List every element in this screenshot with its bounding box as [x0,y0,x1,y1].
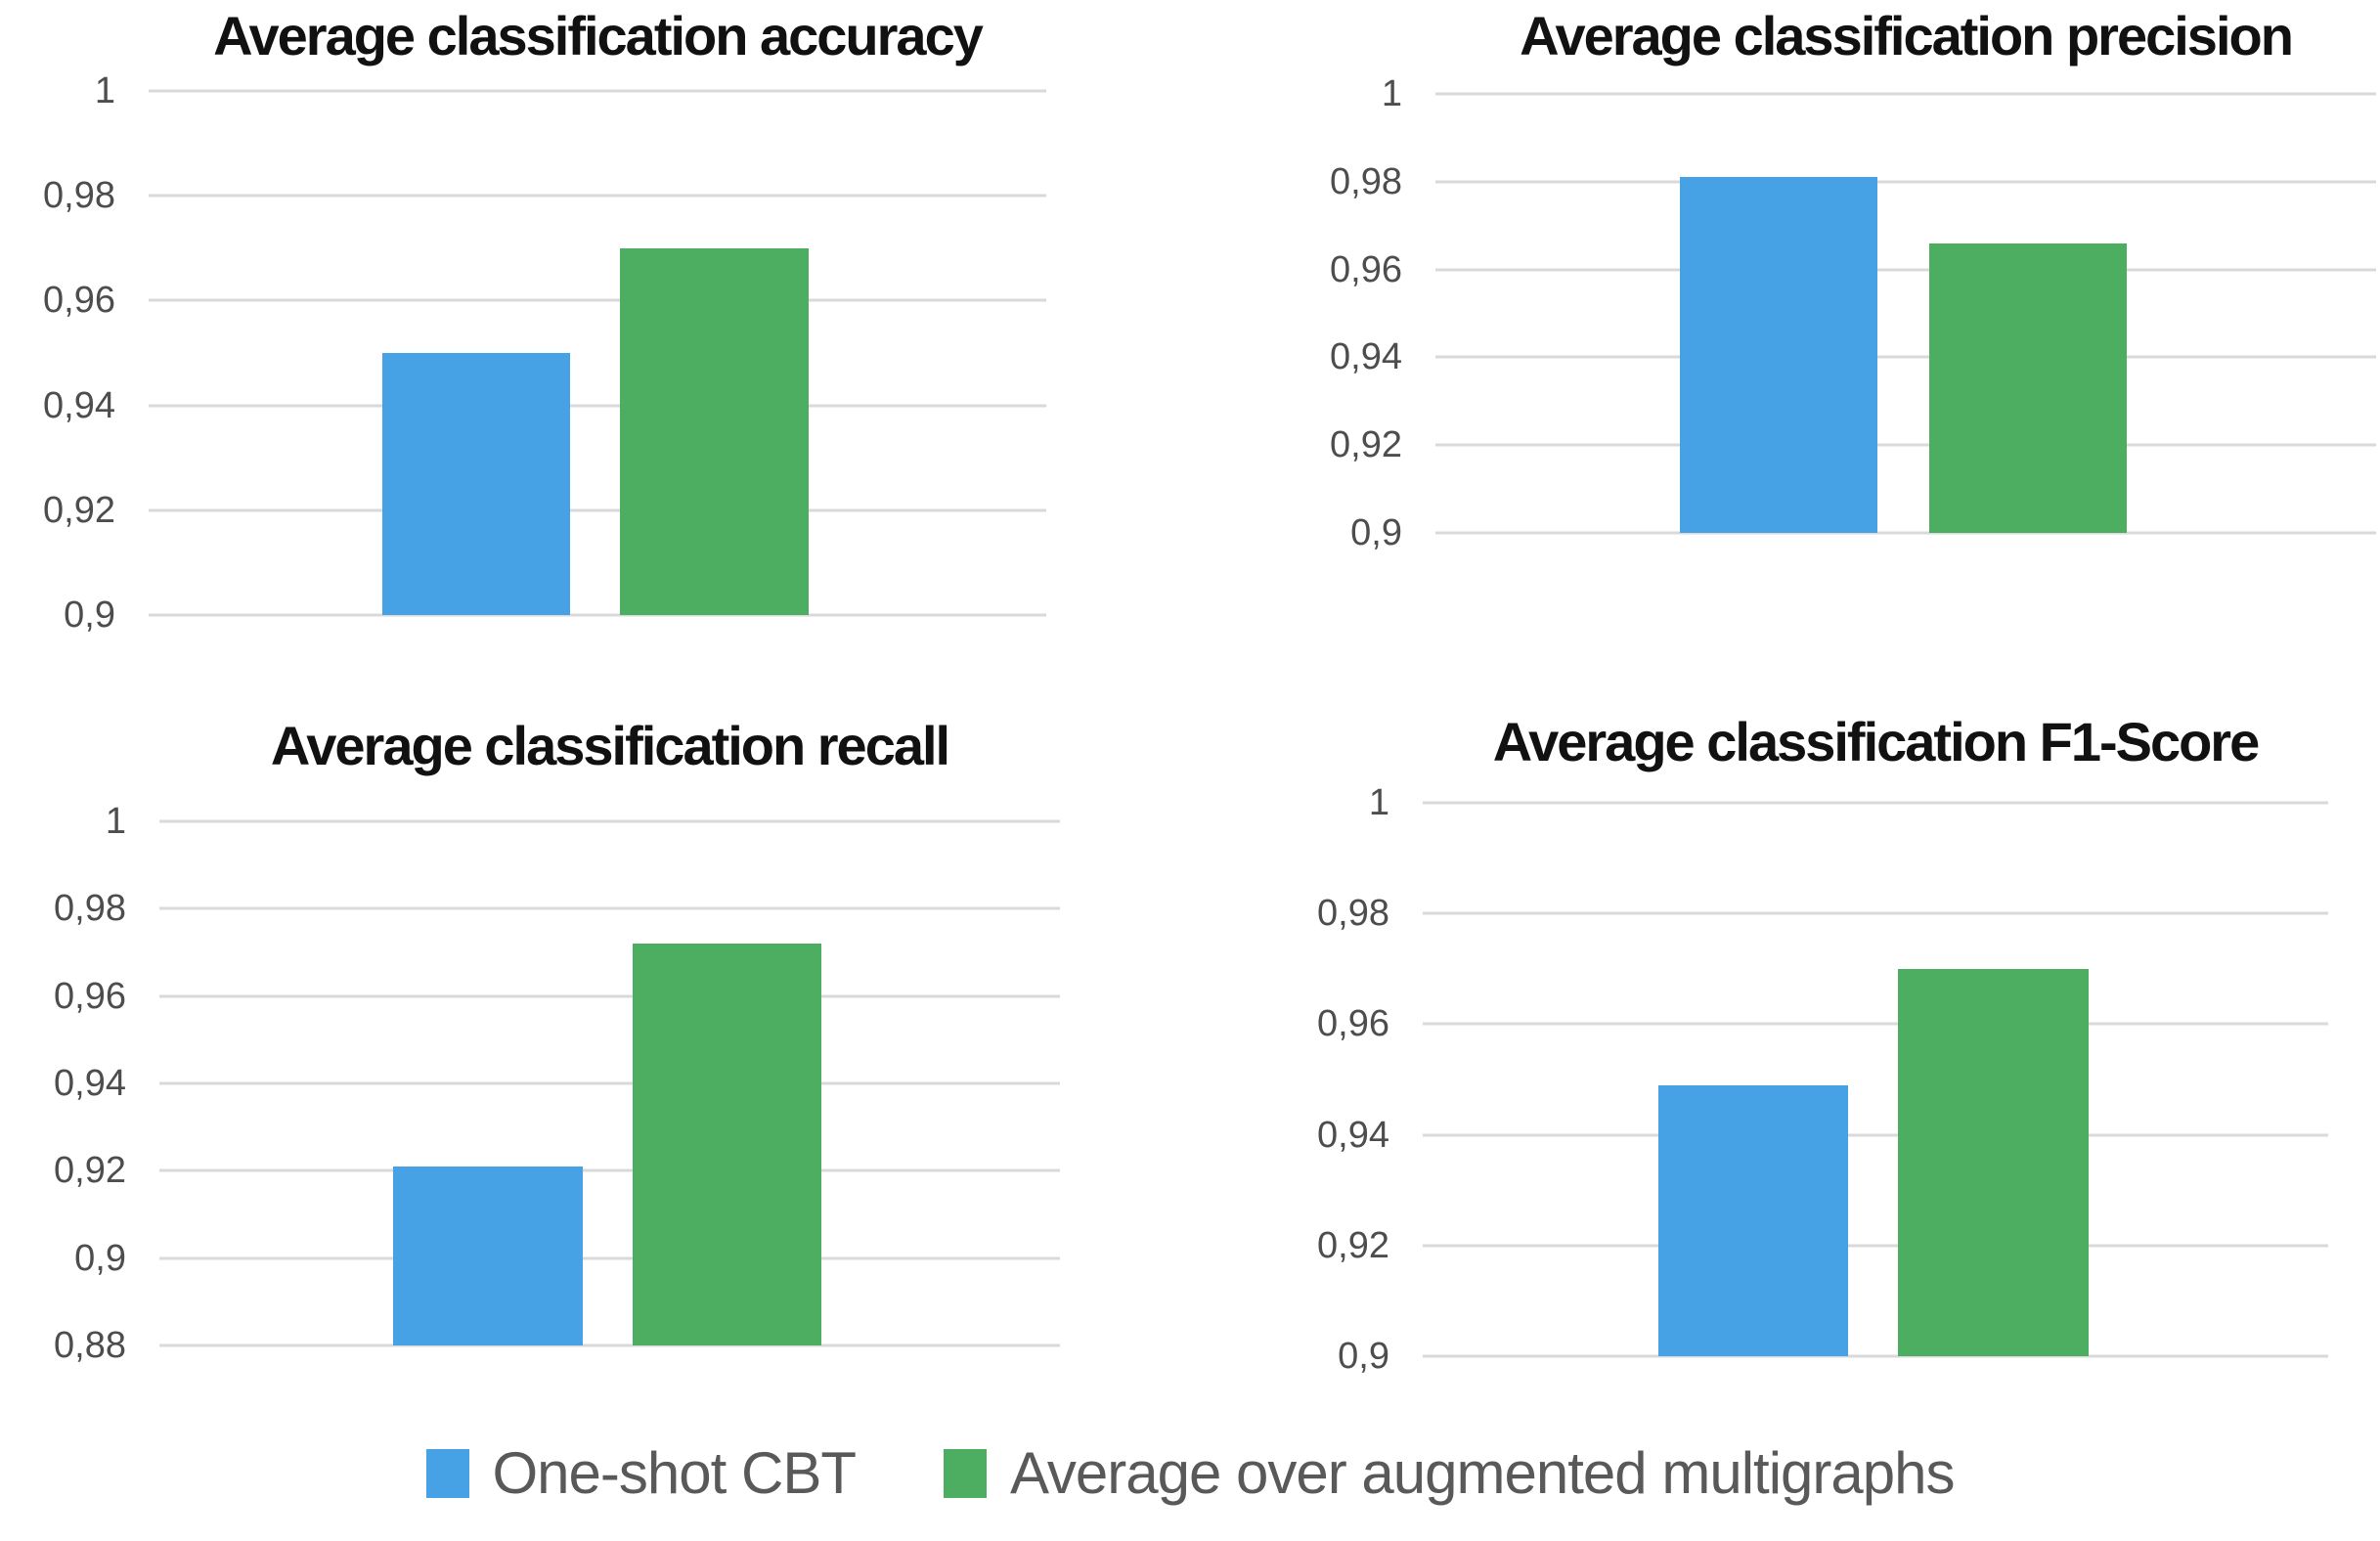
chart-average-classification-precision: Average classification precision 1 0,98 0,… [1190,0,2380,684]
y-axis-tick-label: 1 [94,70,115,111]
chart-average-classification-recall: Average classification recall 1 0,98 0,96 0… [0,684,1190,1541]
y-axis-tick-label: 0,98 [1317,893,1389,935]
y-axis-tick-label: 0,92 [1330,424,1402,466]
y-axis-tick-label: 0,96 [1317,1003,1389,1045]
gridline [1423,801,2328,805]
gridline [159,906,1060,910]
gridline [159,994,1060,998]
gridline [1435,443,2376,447]
y-axis-tick-label: 0,94 [54,1063,126,1104]
gridline [1435,531,2376,535]
bar-one-shot-cbt [381,353,571,615]
gridline [159,1168,1060,1172]
plot-area: 1 0,98 0,96 0,94 0,92 0,9 0,88 [54,803,1060,1364]
plot-area: 1 0,98 0,96 0,94 0,92 0,9 [43,72,1046,634]
bar-one-shot-cbt [1680,177,1878,533]
y-axis-tick-label: 0,92 [1317,1224,1389,1266]
y-axis-tick-label: 0,9 [1350,512,1402,553]
blue-square-swatch-icon [425,1449,469,1498]
bar-one-shot-cbt [393,1166,583,1345]
chart-title: Average classification precision [1520,5,2294,66]
bar-average-over-augmented-multigraphs [1898,968,2089,1356]
y-axis-tick-label: 0,98 [43,175,115,217]
y-axis-tick-label: 1 [105,801,126,842]
gridline [159,1256,1060,1260]
gridline [1423,1022,2328,1026]
plot-area: 1 0,98 0,96 0,94 0,92 0,9 [1317,784,2328,1375]
y-axis-tick-label: 0,96 [1330,248,1402,290]
legend-label: Average over augmented multigraphs [1009,1440,1955,1506]
legend-item: Average over augmented multigraphs [943,1440,1955,1506]
chart-average-classification-accuracy: Average classification accuracy 1 0,98 0,9… [0,0,1190,684]
legend-item: One-shot CBT [425,1440,857,1506]
y-axis-tick-label: 1 [1368,782,1389,823]
y-axis-tick-label: 0,94 [43,384,115,426]
gridline [149,194,1046,198]
y-axis-tick-label: 0,9 [74,1237,126,1279]
gridline [149,404,1046,408]
gridline [149,298,1046,302]
y-axis-tick-label: 0,9 [1338,1336,1389,1377]
gridline [1423,1133,2328,1137]
y-axis-tick-label: 0,98 [54,888,126,930]
y-axis-tick-label: 1 [1381,73,1402,114]
green-square-swatch-icon [943,1449,987,1498]
gridline [1435,268,2376,272]
gridline [1435,355,2376,359]
gridline [1423,1244,2328,1248]
legend: One-shot CBT Average over augmented mult… [0,1430,2380,1518]
gridline [1423,1354,2328,1358]
bar-average-over-augmented-multigraphs [619,247,809,615]
y-axis-tick-label: 0,88 [54,1325,126,1366]
gridline [149,508,1046,512]
gridline [159,1343,1060,1347]
gridline [149,613,1046,617]
gridline [1435,92,2376,96]
bar-average-over-augmented-multigraphs [632,944,821,1345]
y-axis-tick-label: 0,94 [1330,336,1402,378]
plot-area: 1 0,98 0,96 0,94 0,92 0,9 [1330,75,2376,551]
gridline [149,89,1046,93]
gridline [159,819,1060,823]
gridline [1435,180,2376,184]
y-axis-tick-label: 0,96 [43,280,115,322]
legend-label: One-shot CBT [492,1440,857,1506]
y-axis-tick-label: 0,96 [54,975,126,1017]
chart-title: Average classification accuracy [213,5,984,66]
y-axis-tick-label: 0,92 [43,489,115,531]
gridline [1423,911,2328,915]
y-axis-tick-label: 0,9 [64,594,115,636]
gridline [159,1081,1060,1085]
bar-average-over-augmented-multigraphs [1929,242,2128,533]
chart-average-classification-f1-score: Average classification F1-Score 1 0,98 0,9… [1190,684,2380,1541]
chart-title: Average classification recall [270,715,950,776]
chart-title: Average classification F1-Score [1492,711,2261,772]
y-axis-tick-label: 0,92 [54,1150,126,1192]
y-axis-tick-label: 0,94 [1317,1114,1389,1156]
y-axis-tick-label: 0,98 [1330,160,1402,202]
bar-one-shot-cbt [1657,1084,1849,1356]
